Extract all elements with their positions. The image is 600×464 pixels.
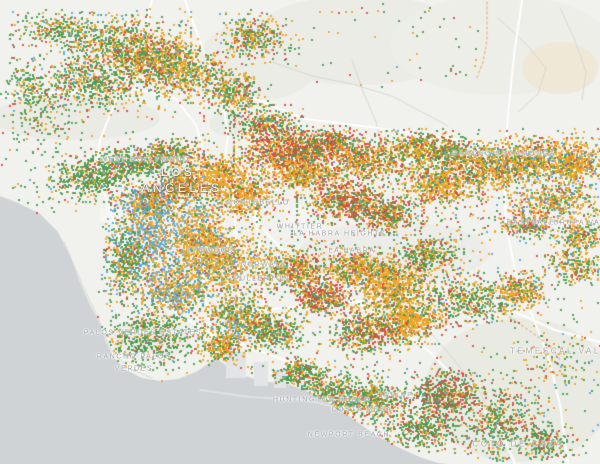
- dot-density-map-canvas[interactable]: [0, 0, 600, 464]
- map-viewport[interactable]: LOS ANGELES WEST HOLLYWOOD MONTEBELLO WHITTI…: [0, 0, 600, 464]
